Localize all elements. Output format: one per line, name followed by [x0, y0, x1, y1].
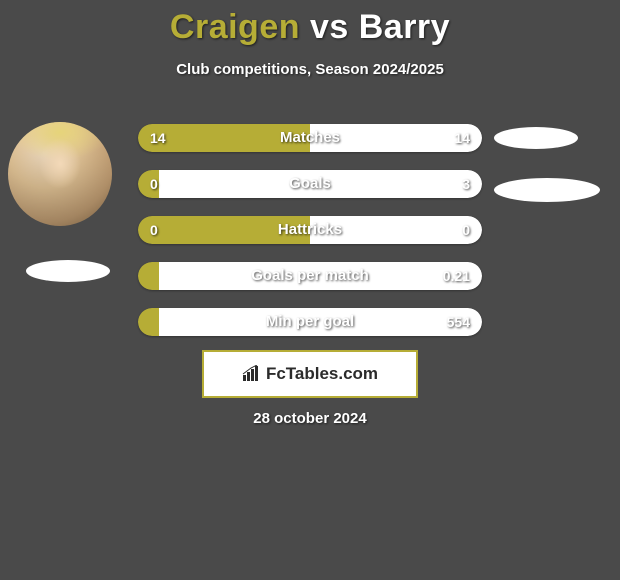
branding-box: FcTables.com	[202, 350, 418, 398]
comparison-title: Craigen vs Barry	[0, 0, 620, 47]
stat-label: Matches	[138, 124, 482, 152]
player1-name: Craigen	[170, 8, 300, 46]
stat-bar-goals-per-match: Goals per match 0.21	[138, 262, 482, 290]
bar-chart-icon	[242, 365, 260, 383]
stat-value-right: 0	[462, 216, 470, 244]
stat-value-right: 0.21	[443, 262, 470, 290]
player2-flag-2	[494, 178, 600, 202]
stat-bar-matches: 14 Matches 14	[138, 124, 482, 152]
vs-text: vs	[310, 8, 349, 46]
player2-name: Barry	[359, 8, 450, 46]
stat-value-right: 554	[447, 308, 470, 336]
stat-bar-min-per-goal: Min per goal 554	[138, 308, 482, 336]
stat-value-right: 14	[454, 124, 470, 152]
stat-value-right: 3	[462, 170, 470, 198]
date-text: 28 october 2024	[0, 410, 620, 427]
subtitle: Club competitions, Season 2024/2025	[0, 61, 620, 78]
player1-flag	[26, 260, 110, 282]
stat-label: Goals per match	[138, 262, 482, 290]
player2-flag-1	[494, 127, 578, 149]
stat-label: Min per goal	[138, 308, 482, 336]
stat-label: Goals	[138, 170, 482, 198]
stat-label: Hattricks	[138, 216, 482, 244]
branding-text: FcTables.com	[266, 364, 378, 384]
stat-bars: 14 Matches 14 0 Goals 3 0 Hattricks 0 Go…	[138, 124, 482, 354]
stat-bar-hattricks: 0 Hattricks 0	[138, 216, 482, 244]
stat-bar-goals: 0 Goals 3	[138, 170, 482, 198]
player1-avatar	[8, 122, 112, 226]
